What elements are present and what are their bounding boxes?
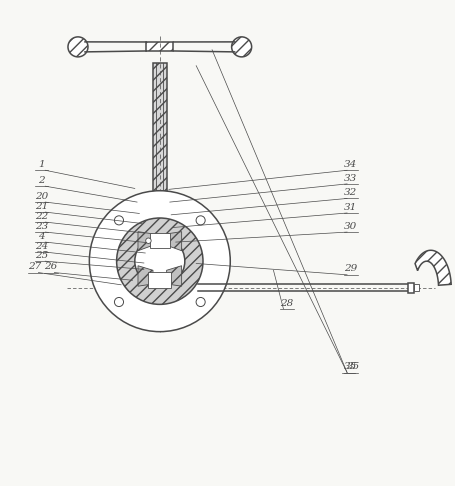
Circle shape: [116, 218, 202, 304]
Text: 1: 1: [38, 160, 45, 169]
Circle shape: [114, 297, 123, 307]
Text: 26: 26: [44, 262, 57, 271]
Text: 35: 35: [346, 362, 359, 371]
Circle shape: [114, 216, 123, 225]
Text: 28: 28: [280, 298, 293, 308]
Text: 30: 30: [344, 222, 357, 231]
Text: 25: 25: [35, 251, 48, 260]
Text: 22: 22: [35, 212, 48, 221]
Polygon shape: [138, 266, 153, 286]
Bar: [150, 233, 169, 247]
Circle shape: [89, 191, 230, 331]
Bar: [407, 282, 413, 293]
Text: 20: 20: [35, 191, 48, 201]
Text: 32: 32: [344, 188, 357, 197]
Text: 27: 27: [28, 262, 41, 271]
Bar: [146, 42, 173, 51]
Circle shape: [196, 297, 205, 307]
Text: 33: 33: [344, 174, 357, 183]
Circle shape: [146, 238, 151, 243]
Text: 4: 4: [38, 232, 45, 241]
Text: 31: 31: [344, 203, 357, 211]
Text: 34: 34: [344, 160, 357, 169]
Polygon shape: [166, 232, 181, 251]
Circle shape: [196, 216, 205, 225]
Text: 21: 21: [35, 202, 48, 211]
Circle shape: [68, 37, 88, 57]
Polygon shape: [414, 250, 450, 285]
Polygon shape: [166, 266, 181, 286]
Bar: [153, 64, 166, 316]
Circle shape: [135, 236, 184, 286]
Bar: [413, 284, 418, 291]
Circle shape: [231, 37, 251, 57]
Text: 23: 23: [35, 222, 48, 231]
Bar: [148, 272, 171, 288]
Text: 29: 29: [344, 264, 357, 274]
Polygon shape: [138, 232, 153, 251]
Text: 2: 2: [38, 176, 45, 185]
Text: 35: 35: [344, 362, 357, 371]
Text: 24: 24: [35, 242, 48, 251]
